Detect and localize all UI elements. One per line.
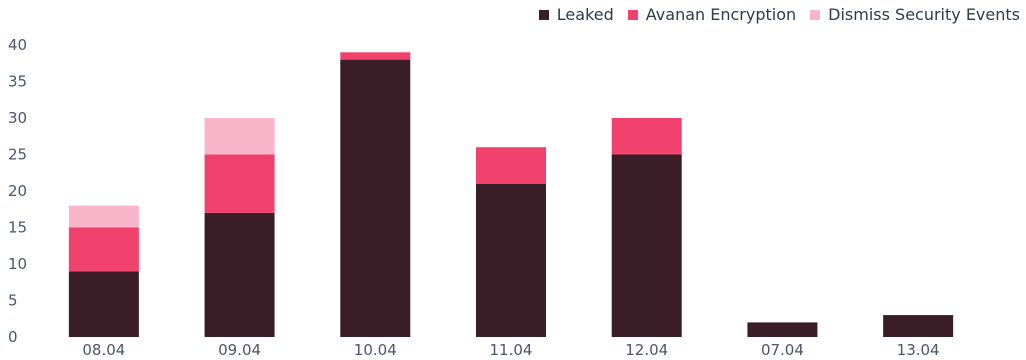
legend-item-avanan-encryption[interactable]: Avanan Encryption [627, 5, 797, 24]
bar-13-04-series-0[interactable] [883, 315, 954, 337]
legend-label-leaked: Leaked [556, 5, 614, 24]
y-tick-label-15: 15 [8, 219, 27, 237]
bar-11-04-series-0[interactable] [476, 183, 546, 337]
bar-09-04-series-2[interactable] [204, 118, 275, 155]
bar-09-04-series-0[interactable] [204, 212, 275, 337]
y-tick-label-40: 40 [8, 36, 27, 54]
bar-08-04-series-2[interactable] [68, 205, 139, 228]
x-tick-label-13-04: 13.04 [897, 341, 940, 359]
y-tick-label-30: 30 [8, 109, 27, 127]
x-tick-label-10-04: 10.04 [354, 341, 397, 359]
y-tick-label-35: 35 [8, 73, 27, 91]
x-axis: 08.04 09.04 10.04 11.04 12.04 07.04 13.04 [82, 341, 939, 359]
bar-08-04-series-0[interactable] [68, 271, 139, 337]
legend-swatch-dismiss-security-events [810, 9, 821, 20]
bar-12-04-series-0[interactable] [611, 154, 682, 338]
legend-label-dismiss-security-events: Dismiss Security Events [828, 5, 1020, 24]
legend-label-avanan-encryption: Avanan Encryption [645, 5, 797, 24]
y-tick-label-0: 0 [8, 328, 18, 346]
bar-07-04-series-0[interactable] [747, 322, 818, 337]
legend-item-dismiss-security-events[interactable]: Dismiss Security Events [810, 5, 1020, 24]
y-tick-label-5: 5 [8, 292, 18, 310]
x-tick-label-08-04: 08.04 [82, 341, 125, 359]
y-tick-label-25: 25 [8, 146, 27, 164]
x-tick-label-09-04: 09.04 [218, 341, 261, 359]
legend-item-leaked[interactable]: Leaked [538, 5, 614, 24]
bar-10-04-series-1[interactable] [340, 52, 411, 60]
bar-11-04-series-1[interactable] [476, 147, 546, 184]
x-tick-label-07-04: 07.04 [761, 341, 804, 359]
bar-10-04-series-0[interactable] [340, 59, 411, 337]
y-tick-label-20: 20 [8, 182, 27, 200]
legend-swatch-leaked [538, 9, 549, 20]
bar-12-04-series-1[interactable] [611, 118, 682, 155]
bars-group [68, 52, 954, 338]
legend: Leaked Avanan Encryption Dismiss Securit… [538, 5, 1020, 24]
y-axis: 0 5 10 15 20 25 30 35 40 [8, 36, 27, 346]
x-tick-label-12-04: 12.04 [625, 341, 668, 359]
legend-swatch-avanan-encryption [627, 9, 638, 20]
y-tick-label-10: 10 [8, 255, 27, 273]
bar-08-04-series-1[interactable] [68, 227, 139, 272]
bar-09-04-series-1[interactable] [204, 154, 275, 213]
x-tick-label-11-04: 11.04 [490, 341, 533, 359]
